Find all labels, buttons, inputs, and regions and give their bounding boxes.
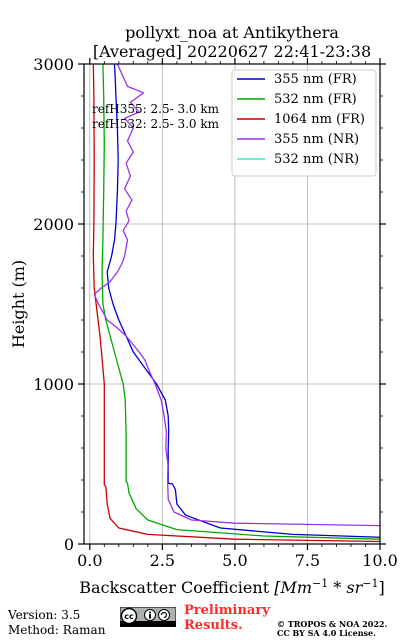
y-tick-label: 1000: [33, 375, 74, 394]
series-line-3: [93, 64, 380, 527]
legend-entry-1: 532 nm (FR): [274, 92, 357, 107]
annotation-refh355: refH355: 2.5- 3.0 km: [92, 102, 220, 116]
x-axis-label-exp1: −1: [312, 577, 328, 590]
legend: 355 nm (FR) 532 nm (FR) 1064 nm (FR) 355 nm…: [231, 69, 377, 177]
preliminary-line-1: Preliminary: [184, 603, 270, 618]
plot-frame: [83, 63, 381, 545]
version-label: Version: 3.5: [8, 608, 81, 622]
cc-by-sa-icon: cc: [120, 607, 176, 627]
legend-entry-3: 355 nm (NR): [274, 132, 359, 147]
svg-text:cc: cc: [124, 612, 134, 621]
x-axis-label-unit: [Mm: [274, 578, 312, 597]
x-axis-label-end: ]: [378, 578, 384, 597]
reference-height-annotations: refH355: 2.5- 3.0 km refH532: 2.5- 3.0 k…: [92, 102, 220, 131]
x-tick-label: 0.0: [77, 551, 102, 570]
chart-title: pollyxt_noa at Antikythera [Averaged] 20…: [93, 23, 371, 61]
x-axis-label-sr: * sr: [328, 578, 363, 597]
legend-entry-2: 1064 nm (FR): [274, 112, 365, 127]
copyright-notice: © TROPOS & NOA 2022. CC BY SA 4.0 Licens…: [277, 620, 387, 638]
preliminary-line-2: Results.: [184, 618, 243, 633]
series-layer: [92, 64, 380, 543]
x-tick-label: 7.5: [295, 551, 320, 570]
chart-title-line-1: pollyxt_noa at Antikythera: [125, 23, 339, 42]
copyright-line-2: CC BY SA 4.0 License.: [277, 628, 376, 638]
y-tick-label: 2000: [33, 215, 74, 234]
x-tick-label: 10.0: [362, 551, 398, 570]
preliminary-results-label: Preliminary Results.: [184, 603, 270, 633]
x-axis-label: Backscatter Coefficient [Mm−1 * sr−1]: [79, 577, 384, 597]
series-line-2: [92, 64, 380, 543]
x-tick-label: 5.0: [222, 551, 247, 570]
x-axis-label-exp2: −1: [362, 577, 378, 590]
legend-entry-4: 532 nm (NR): [274, 152, 359, 167]
copyright-line-1: © TROPOS & NOA 2022.: [277, 619, 388, 629]
y-tick-label: 3000: [33, 55, 74, 74]
series-line-0: [106, 64, 380, 538]
annotation-refh532: refH532: 2.5- 3.0 km: [92, 117, 220, 131]
method-label: Method: Raman: [8, 623, 106, 637]
x-tick-label: 2.5: [150, 551, 175, 570]
y-axis-label: Height (m): [9, 260, 28, 348]
x-axis-label-text: Backscatter Coefficient: [79, 578, 274, 597]
chart-title-line-2: [Averaged] 20220627 22:41-23:38: [93, 42, 371, 61]
legend-entry-0: 355 nm (FR): [274, 72, 357, 87]
series-line-1: [101, 64, 380, 540]
y-tick-label: 0: [64, 535, 74, 554]
legend-box: [231, 69, 377, 177]
axis-ticks: 0.0 2.5 5.0 7.5 10.0 0 1000 2000 3000: [33, 55, 398, 570]
